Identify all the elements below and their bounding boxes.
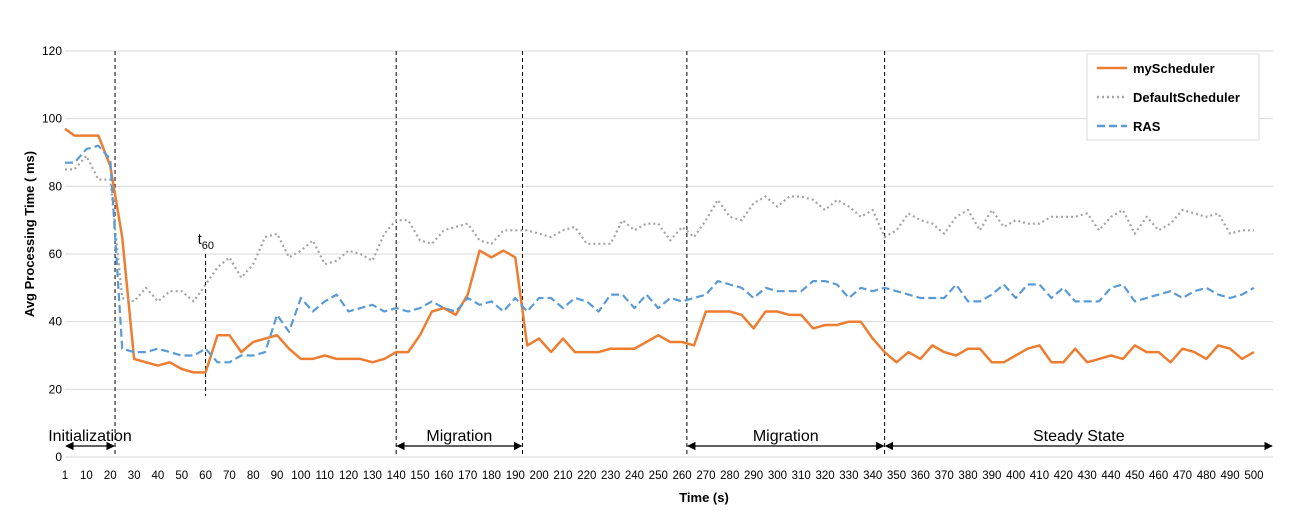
x-tick-label: 250	[649, 470, 668, 482]
legend-label: DefaultScheduler	[1133, 90, 1240, 105]
y-tick-label: 80	[49, 179, 63, 193]
x-tick-label: 310	[792, 470, 811, 482]
phase-label: Migration	[426, 428, 492, 445]
x-tick-label: 190	[506, 470, 525, 482]
grid-lines	[65, 50, 1273, 390]
x-tick-label: 140	[387, 470, 406, 482]
x-tick-label: 270	[696, 470, 715, 482]
x-tick-label: 200	[530, 470, 549, 482]
y-tick-label: 120	[42, 44, 62, 58]
x-tick-label: 180	[482, 470, 501, 482]
x-tick-label: 320	[815, 470, 834, 482]
x-tick-label: 440	[1101, 470, 1120, 482]
x-tick-label: 260	[673, 470, 692, 482]
x-tick-label: 370	[935, 470, 954, 482]
x-tick-label: 170	[458, 470, 477, 482]
y-tick-label: 20	[49, 382, 63, 396]
x-tick-label: 60	[199, 470, 212, 482]
y-tick-label: 40	[49, 315, 63, 329]
x-tick-label: 40	[152, 470, 165, 482]
x-tick-label: 420	[1054, 470, 1073, 482]
x-tick-label: 350	[887, 470, 906, 482]
x-tick-label: 160	[434, 470, 453, 482]
phase-label: Steady State	[1033, 428, 1125, 445]
y-tick-label: 60	[49, 247, 63, 261]
x-tick-label: 120	[339, 470, 358, 482]
x-tick-label: 400	[1006, 470, 1025, 482]
x-axis-title: Time (s)	[679, 490, 729, 505]
x-tick-label: 450	[1125, 470, 1144, 482]
x-tick-label: 240	[625, 470, 644, 482]
legend-label: myScheduler	[1133, 61, 1215, 76]
x-tick-label: 30	[128, 470, 141, 482]
x-tick-label: 210	[553, 470, 572, 482]
x-tick-label: 80	[247, 470, 260, 482]
x-tick-label: 1	[62, 470, 68, 482]
x-tick-label: 100	[291, 470, 310, 482]
t60-marker-label: t60	[198, 231, 214, 252]
x-tick-label: 10	[80, 470, 93, 482]
x-tick-label: 410	[1030, 470, 1049, 482]
y-tick-label: 0	[55, 450, 62, 464]
x-tick-label: 20	[104, 470, 117, 482]
x-tick-label: 300	[768, 470, 787, 482]
t60-label-subscript: 60	[202, 240, 214, 252]
x-tick-label: 340	[863, 470, 882, 482]
series-line-RAS	[65, 144, 1255, 364]
x-tick-label: 220	[577, 470, 596, 482]
x-tick-label: 470	[1173, 470, 1192, 482]
x-tick-label: 70	[223, 470, 236, 482]
x-tick-label: 500	[1244, 470, 1263, 482]
x-tick-label: 460	[1149, 470, 1168, 482]
y-axis-title: Avg Processing Time ( ms)	[22, 151, 37, 317]
legend: myScheduler DefaultScheduler RAS	[1086, 53, 1260, 141]
x-tick-label: 330	[839, 470, 858, 482]
x-tick-label: 130	[363, 470, 382, 482]
legend-label: RAS	[1133, 119, 1161, 134]
phase-label: Migration	[753, 428, 819, 445]
x-tick-label: 390	[982, 470, 1001, 482]
x-tick-label: 360	[911, 470, 930, 482]
x-tick-label: 430	[1078, 470, 1097, 482]
y-tick-label: 100	[42, 112, 62, 126]
x-tick-label: 90	[271, 470, 284, 482]
x-tick-label: 380	[958, 470, 977, 482]
x-tick-label: 150	[410, 470, 429, 482]
x-tick-label: 50	[175, 470, 188, 482]
series-line-myScheduler	[64, 127, 1255, 374]
x-tick-label: 480	[1197, 470, 1216, 482]
phase-label: Initialization	[48, 428, 132, 445]
x-tick-label: 230	[601, 470, 620, 482]
x-tick-label: 490	[1221, 470, 1240, 482]
t60-label-base: t	[198, 231, 203, 248]
series-line-DefaultScheduler	[65, 154, 1254, 303]
x-tick-label: 280	[720, 470, 739, 482]
series-lines	[64, 127, 1255, 374]
x-tick-label: 290	[744, 470, 763, 482]
x-tick-label: 110	[316, 470, 334, 482]
